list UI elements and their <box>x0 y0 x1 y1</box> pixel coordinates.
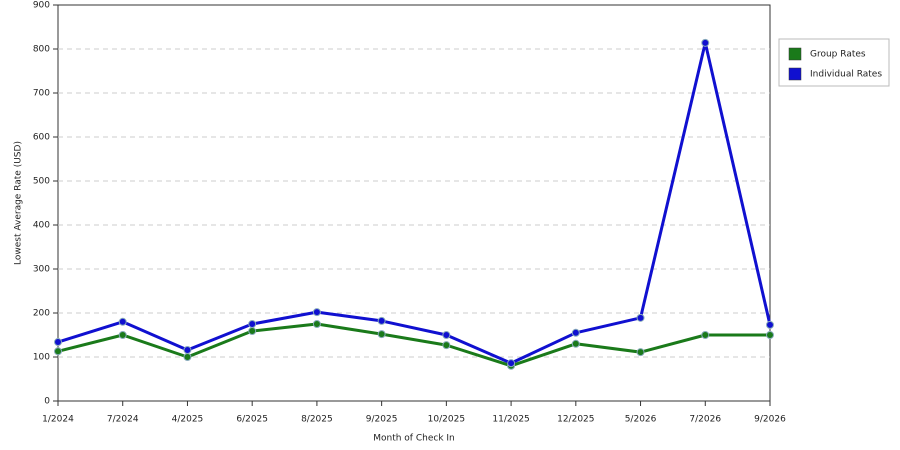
legend-swatch <box>788 47 802 61</box>
y-tick-label: 300 <box>33 265 50 275</box>
y-axis-label: Lowest Average Rate (USD) <box>14 141 24 265</box>
data-point <box>54 347 62 356</box>
x-tick-label: 12/2025 <box>557 415 594 425</box>
data-point <box>442 331 451 339</box>
series-line <box>57 41 772 365</box>
legend-swatch <box>788 67 802 81</box>
x-tick-label: 4/2025 <box>172 415 204 425</box>
x-tick-label: 9/2026 <box>754 415 786 425</box>
series-line <box>57 322 770 368</box>
y-tick-label: 0 <box>44 397 50 407</box>
data-point <box>183 345 192 354</box>
data-point <box>183 353 192 361</box>
x-tick-label: 9/2025 <box>366 415 398 425</box>
x-tick-label: 7/2024 <box>107 415 139 425</box>
data-point <box>507 359 516 368</box>
x-tick-label: 1/2024 <box>42 415 74 425</box>
legend-label: Individual Rates <box>810 70 882 80</box>
data-point <box>571 328 580 337</box>
data-point <box>377 316 386 325</box>
data-point <box>248 327 257 336</box>
data-point <box>636 313 645 322</box>
data-point <box>118 317 127 326</box>
x-tick-label: 10/2025 <box>428 415 465 425</box>
y-tick-label: 500 <box>33 177 50 187</box>
x-tick-label: 5/2026 <box>625 415 657 425</box>
x-axis-label: Month of Check In <box>373 434 455 444</box>
data-point <box>248 320 257 328</box>
x-tick-label: 8/2025 <box>301 415 333 425</box>
data-point <box>312 308 321 317</box>
x-tick-label: 11/2025 <box>492 415 529 425</box>
y-tick-label: 700 <box>33 89 50 99</box>
y-tick-label: 400 <box>33 221 50 231</box>
data-point <box>701 38 710 47</box>
data-point <box>312 320 321 328</box>
y-tick-label: 600 <box>33 133 50 143</box>
data-point <box>701 331 710 339</box>
data-point <box>571 339 580 348</box>
data-point <box>118 331 127 339</box>
legend-label: Group Rates <box>810 50 866 60</box>
y-tick-label: 200 <box>33 309 50 319</box>
data-point <box>636 348 645 357</box>
x-tick-label: 6/2025 <box>236 415 268 425</box>
plot-area <box>57 4 771 402</box>
data-point <box>766 320 774 329</box>
y-tick-label: 900 <box>33 1 50 11</box>
x-tick-label: 7/2026 <box>689 415 721 425</box>
y-tick-label: 100 <box>33 353 50 363</box>
data-point <box>442 341 451 350</box>
data-point <box>54 338 62 347</box>
data-point <box>766 331 774 339</box>
y-tick-label: 800 <box>33 45 50 55</box>
data-point <box>377 330 386 339</box>
